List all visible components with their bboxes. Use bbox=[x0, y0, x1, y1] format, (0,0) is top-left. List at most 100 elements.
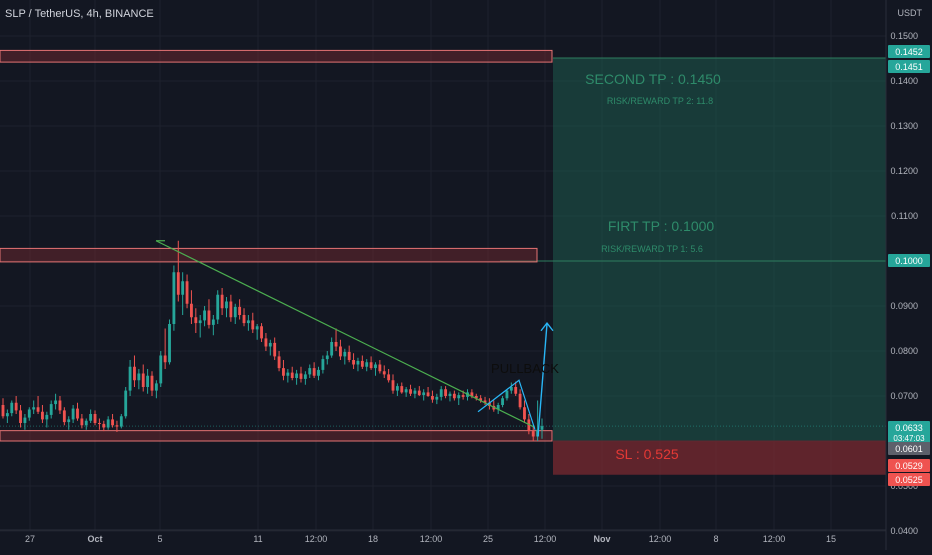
candle-body bbox=[487, 402, 491, 406]
stop-loss-label: SL : 0.525 bbox=[615, 446, 679, 462]
candle-body bbox=[461, 395, 465, 397]
candle bbox=[439, 386, 443, 401]
candle bbox=[181, 272, 185, 315]
candle bbox=[444, 386, 448, 399]
x-tick-label: 8 bbox=[713, 534, 718, 544]
symbol-title[interactable]: SLP / TetherUS, 4h, BINANCE bbox=[5, 8, 154, 20]
candle bbox=[290, 366, 294, 381]
candle-body bbox=[124, 390, 128, 417]
candle bbox=[124, 387, 128, 419]
candle-body bbox=[435, 396, 439, 400]
candle bbox=[413, 387, 417, 399]
candle-body bbox=[242, 315, 246, 324]
candle bbox=[347, 345, 351, 363]
candle-body bbox=[352, 360, 355, 365]
price-tag-text: 0.0525 bbox=[895, 475, 923, 485]
candle bbox=[111, 414, 114, 428]
candle bbox=[422, 389, 426, 401]
candle-body bbox=[146, 375, 150, 387]
candle-body bbox=[168, 324, 171, 363]
candle-body bbox=[264, 338, 268, 347]
price-tag: 0.1000 bbox=[888, 254, 930, 267]
candle-body bbox=[54, 400, 58, 405]
candle-body bbox=[474, 396, 478, 399]
candle-body bbox=[334, 342, 338, 347]
candle-body bbox=[49, 404, 53, 415]
price-tag-countdown: 03:47:03 bbox=[893, 434, 925, 443]
candle bbox=[409, 384, 412, 396]
time-axis[interactable]: 27 Oct 5 11 12:00 18 12:00 25 12:00 Nov 12:00 8 12:0… bbox=[0, 529, 886, 544]
candle-body bbox=[84, 420, 88, 426]
x-tick-label: 11 bbox=[253, 534, 262, 544]
candle bbox=[150, 371, 154, 396]
candle-body bbox=[62, 410, 66, 423]
candle-body bbox=[27, 409, 31, 418]
candle bbox=[474, 393, 478, 401]
candle bbox=[190, 290, 193, 324]
candle bbox=[431, 390, 434, 403]
candle-body bbox=[198, 320, 202, 324]
candle bbox=[374, 362, 377, 376]
candle bbox=[133, 355, 136, 387]
x-tick-label: Nov bbox=[593, 534, 610, 544]
candle-body bbox=[422, 392, 426, 396]
x-tick-label: 12:00 bbox=[305, 534, 328, 544]
candle bbox=[80, 414, 84, 429]
price-tag: 0.1451 bbox=[888, 60, 930, 73]
price-zones bbox=[0, 49, 886, 475]
candle-body bbox=[268, 342, 272, 347]
candle bbox=[479, 395, 483, 403]
y-tick-label: 0.1200 bbox=[890, 166, 918, 176]
y-tick-label: 0.0400 bbox=[890, 526, 918, 536]
candle-body bbox=[41, 411, 44, 420]
candle bbox=[128, 360, 132, 396]
candle bbox=[238, 299, 242, 320]
price-tag-text: 0.0601 bbox=[895, 444, 923, 454]
candle-body bbox=[277, 356, 281, 369]
candle-body bbox=[97, 423, 101, 424]
candle-body bbox=[203, 310, 207, 321]
candle bbox=[251, 312, 255, 333]
candle-body bbox=[404, 389, 408, 393]
price-tag: 0.0525 bbox=[888, 473, 930, 486]
candle bbox=[89, 409, 93, 423]
candle bbox=[501, 396, 504, 408]
candle bbox=[514, 381, 518, 396]
candle-body bbox=[505, 390, 509, 399]
candle bbox=[378, 360, 382, 374]
candle-body bbox=[321, 359, 325, 370]
candle bbox=[137, 369, 141, 390]
candle bbox=[159, 351, 163, 387]
candle-body bbox=[190, 303, 193, 318]
candle bbox=[295, 369, 299, 385]
candle bbox=[41, 405, 44, 423]
candle-body bbox=[194, 317, 198, 324]
candle bbox=[505, 389, 509, 401]
candle bbox=[67, 416, 71, 430]
candle-body bbox=[400, 386, 404, 393]
candle bbox=[194, 308, 198, 333]
candle bbox=[246, 315, 250, 331]
candle-body bbox=[387, 374, 391, 381]
candle bbox=[54, 393, 58, 410]
candle-body bbox=[360, 360, 364, 367]
candle-body bbox=[501, 398, 504, 405]
y-tick-label: 0.1500 bbox=[890, 31, 918, 41]
x-tick-label: 12:00 bbox=[420, 534, 443, 544]
candle-body bbox=[290, 372, 294, 378]
resistance-box-top bbox=[0, 49, 553, 63]
candle bbox=[452, 390, 456, 401]
price-tag-bg bbox=[888, 459, 930, 472]
candle bbox=[308, 364, 312, 378]
candle-body bbox=[303, 374, 307, 379]
x-tick-label: 12:00 bbox=[534, 534, 557, 544]
candle-body bbox=[216, 294, 220, 320]
price-axis[interactable]: 0.04000.05000.06000.07000.08000.09000.10… bbox=[885, 0, 930, 550]
candle bbox=[58, 396, 62, 414]
candle-body bbox=[225, 301, 228, 309]
y-tick-label: 0.0700 bbox=[890, 391, 918, 401]
candle bbox=[360, 355, 364, 369]
candle-body bbox=[106, 419, 110, 428]
